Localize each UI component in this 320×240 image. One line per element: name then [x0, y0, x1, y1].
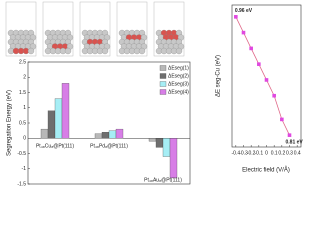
marker: [241, 30, 246, 35]
y-tick-label: 1: [23, 105, 26, 111]
x-tick-label: 0.4: [294, 150, 301, 156]
y-tick-label: 1.5: [19, 90, 26, 96]
slab-cell: [153, 1, 185, 57]
y-tick-label: -0.5: [17, 151, 26, 157]
x-tick-label: 0.1: [271, 150, 278, 156]
y-tick-label: -1.5: [17, 181, 26, 187]
category-label: Pt₄₈Au₈@Pt(111): [144, 177, 182, 183]
bar: [101, 131, 110, 139]
marker: [257, 62, 261, 66]
annotation: 0.81 eV: [286, 139, 304, 145]
slab-cell: [116, 1, 148, 57]
slab-images: [5, 1, 185, 57]
y-tick-label: -1: [22, 166, 27, 172]
x-tick-label: -0.2: [247, 150, 256, 156]
line-frame: [231, 4, 302, 148]
x-tick-label: 0.2: [278, 150, 285, 156]
y-axis-label: Segregation Energy (eV): [7, 90, 13, 156]
x-tick-label: -0.1: [255, 150, 264, 156]
legend-label: ΔEseg(3): [168, 81, 189, 87]
x-tick-label: 0: [265, 150, 268, 156]
annotation: 0.96 eV: [235, 8, 253, 14]
category-label: Pt₄₈Pd₈@Pt(111): [90, 144, 128, 150]
atom: [175, 47, 183, 55]
atom: [101, 47, 109, 55]
slab-cell: [5, 1, 37, 57]
y-tick-label: 0: [23, 136, 26, 142]
slab-cell: [79, 1, 111, 57]
y-axis-label: ΔE seg-Cu (eV): [216, 55, 222, 97]
bar: [61, 83, 70, 139]
atom: [27, 47, 35, 55]
slab-cell: [42, 1, 74, 57]
marker: [287, 133, 292, 137]
bar: [108, 130, 117, 139]
x-tick-label: -0.3: [239, 150, 248, 156]
atom: [64, 47, 72, 55]
legend-label: ΔEseg(4): [168, 89, 189, 95]
bar: [155, 138, 164, 148]
legend-label: ΔEseg(1): [168, 65, 189, 71]
legend-swatch: [159, 81, 167, 87]
bar: [47, 110, 56, 139]
y-tick-label: 2: [23, 75, 26, 81]
y-tick-label: 0.5: [19, 120, 26, 126]
y-tick-label: 2.5: [19, 59, 26, 65]
legend-swatch: [159, 89, 167, 95]
bar: [169, 138, 178, 179]
legend-swatch: [159, 73, 167, 79]
marker: [234, 15, 238, 19]
line: [235, 16, 290, 136]
bar: [54, 98, 63, 139]
bar: [162, 138, 171, 157]
x-tick-label: 0.3: [286, 150, 293, 156]
figure: Segregation Energy (eV) ΔE seg-Cu (eV) E…: [5, 1, 304, 187]
bar: [94, 133, 103, 139]
marker: [249, 46, 253, 51]
x-axis-label: Electric field (V/Å): [242, 167, 290, 174]
category-label: Pt₄₈Cu₈@Pt(111): [36, 144, 74, 150]
legend-label: ΔEseg(2): [168, 73, 189, 79]
marker: [264, 78, 269, 82]
marker: [280, 117, 284, 122]
x-tick-label: -0.4: [232, 150, 241, 156]
marker: [272, 93, 276, 98]
bar: [40, 128, 49, 139]
atom: [138, 47, 146, 55]
bar: [148, 138, 157, 142]
legend-swatch: [159, 65, 167, 71]
bar: [115, 128, 124, 139]
